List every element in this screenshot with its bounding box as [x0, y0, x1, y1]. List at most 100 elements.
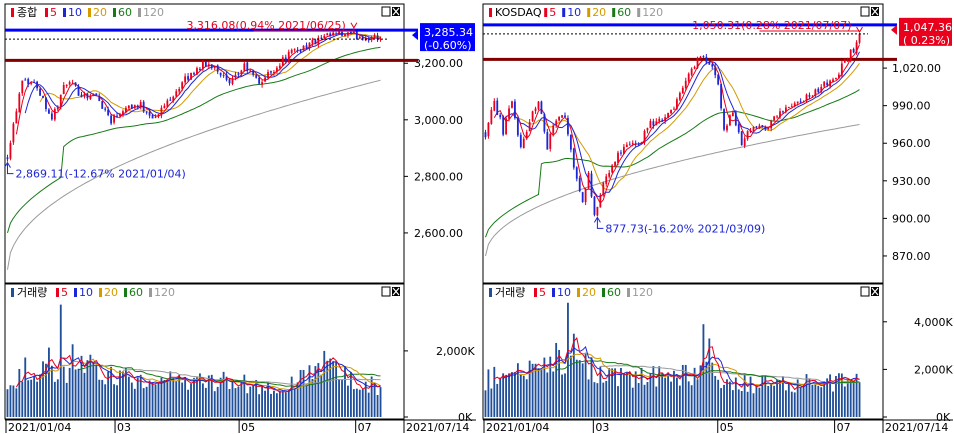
candle-body — [796, 101, 799, 103]
candle — [581, 191, 584, 203]
volume-bar — [116, 385, 118, 417]
volume-bar — [528, 360, 531, 417]
volume-bar — [157, 382, 160, 417]
candle-body — [499, 114, 502, 118]
candle — [358, 35, 361, 40]
y-tick-label: 900.00 — [892, 212, 931, 225]
vol-y-tick-label: 2,000K — [436, 345, 475, 358]
candle — [817, 87, 820, 93]
candle — [302, 45, 305, 51]
candle — [499, 112, 502, 120]
candle — [852, 47, 855, 54]
candle-body — [213, 66, 216, 68]
vol-ma5-line — [494, 336, 860, 391]
y-tick-label: 960.00 — [892, 137, 931, 150]
candle-body — [190, 72, 192, 80]
volume-bar — [790, 391, 793, 417]
candle-body — [496, 100, 499, 115]
candle — [696, 56, 699, 69]
candle-body — [287, 51, 290, 61]
volume-bar — [299, 369, 302, 417]
candle-body — [684, 80, 687, 88]
volume-bar — [846, 380, 849, 417]
candle — [837, 72, 840, 79]
candle-body — [743, 138, 746, 146]
volume-bar — [101, 379, 104, 417]
candle — [564, 112, 566, 118]
candle — [843, 58, 846, 64]
candle — [314, 38, 317, 45]
candle-body — [667, 112, 669, 119]
volume-bar — [678, 385, 681, 417]
candle — [320, 34, 323, 40]
restore-button[interactable] — [381, 6, 391, 17]
candle — [678, 91, 681, 102]
candle-body — [746, 131, 749, 139]
candle-body — [95, 93, 98, 96]
candle-body — [549, 133, 552, 149]
candle — [341, 31, 343, 37]
volume-bar — [634, 371, 637, 417]
volume-bar — [808, 378, 811, 417]
candle — [122, 109, 124, 118]
close-icon — [871, 7, 879, 16]
candle — [649, 118, 652, 129]
candle-body — [784, 107, 787, 112]
candle — [637, 142, 640, 147]
candle-body — [808, 95, 811, 97]
candle — [776, 114, 778, 119]
candle-body — [59, 94, 62, 107]
candle-body — [799, 101, 802, 103]
current-price-pointer — [891, 24, 897, 35]
candle-body — [702, 56, 705, 58]
candle-body — [130, 104, 133, 109]
volume-bar — [628, 372, 631, 417]
legend-ma5-marker — [45, 8, 48, 17]
candle — [593, 195, 596, 217]
current-price-box — [899, 17, 952, 46]
candle — [661, 118, 664, 122]
candle — [199, 67, 201, 71]
candle-body — [243, 63, 246, 71]
volume-bar — [676, 377, 678, 417]
restore-button[interactable] — [381, 286, 391, 297]
candle — [237, 71, 240, 78]
volume-bar — [142, 388, 145, 417]
restore-button[interactable] — [860, 286, 870, 297]
candle-body — [299, 50, 302, 52]
volume-bar — [190, 383, 192, 417]
current-price-box — [420, 23, 475, 52]
volume-bar — [649, 373, 652, 417]
restore-button[interactable] — [860, 6, 870, 17]
price-legend: KOSDAQ 5 10 20 60 120 — [489, 6, 879, 19]
volume-bar — [305, 383, 308, 417]
volume-bar — [228, 388, 231, 417]
candle — [705, 53, 708, 65]
legend-title: KOSDAQ — [495, 6, 542, 19]
volume-bar — [74, 369, 77, 417]
volume-bar — [335, 361, 338, 417]
candle — [104, 106, 107, 112]
volume-bar — [835, 375, 837, 417]
volume-bar — [302, 369, 305, 417]
candle — [519, 132, 522, 149]
candle — [89, 93, 92, 100]
candle-body — [15, 111, 18, 124]
candle-body — [711, 64, 714, 67]
legend-ma10: 10 — [79, 286, 93, 299]
candle-body — [160, 107, 163, 116]
volume-bar — [71, 344, 74, 417]
legend-ma120: 120 — [632, 286, 653, 299]
candle — [511, 100, 513, 109]
volume-bar — [98, 379, 101, 417]
volume-bar — [237, 386, 240, 417]
volume-bar — [493, 366, 496, 417]
candle — [219, 72, 222, 78]
volume-bar — [793, 392, 796, 417]
candle-body — [222, 75, 225, 77]
volume-bar — [514, 372, 516, 417]
legend-title: 종합 — [17, 6, 37, 19]
x-tick-label: 05 — [241, 421, 255, 434]
volume-bar — [139, 374, 142, 417]
volume-bar — [690, 385, 693, 417]
